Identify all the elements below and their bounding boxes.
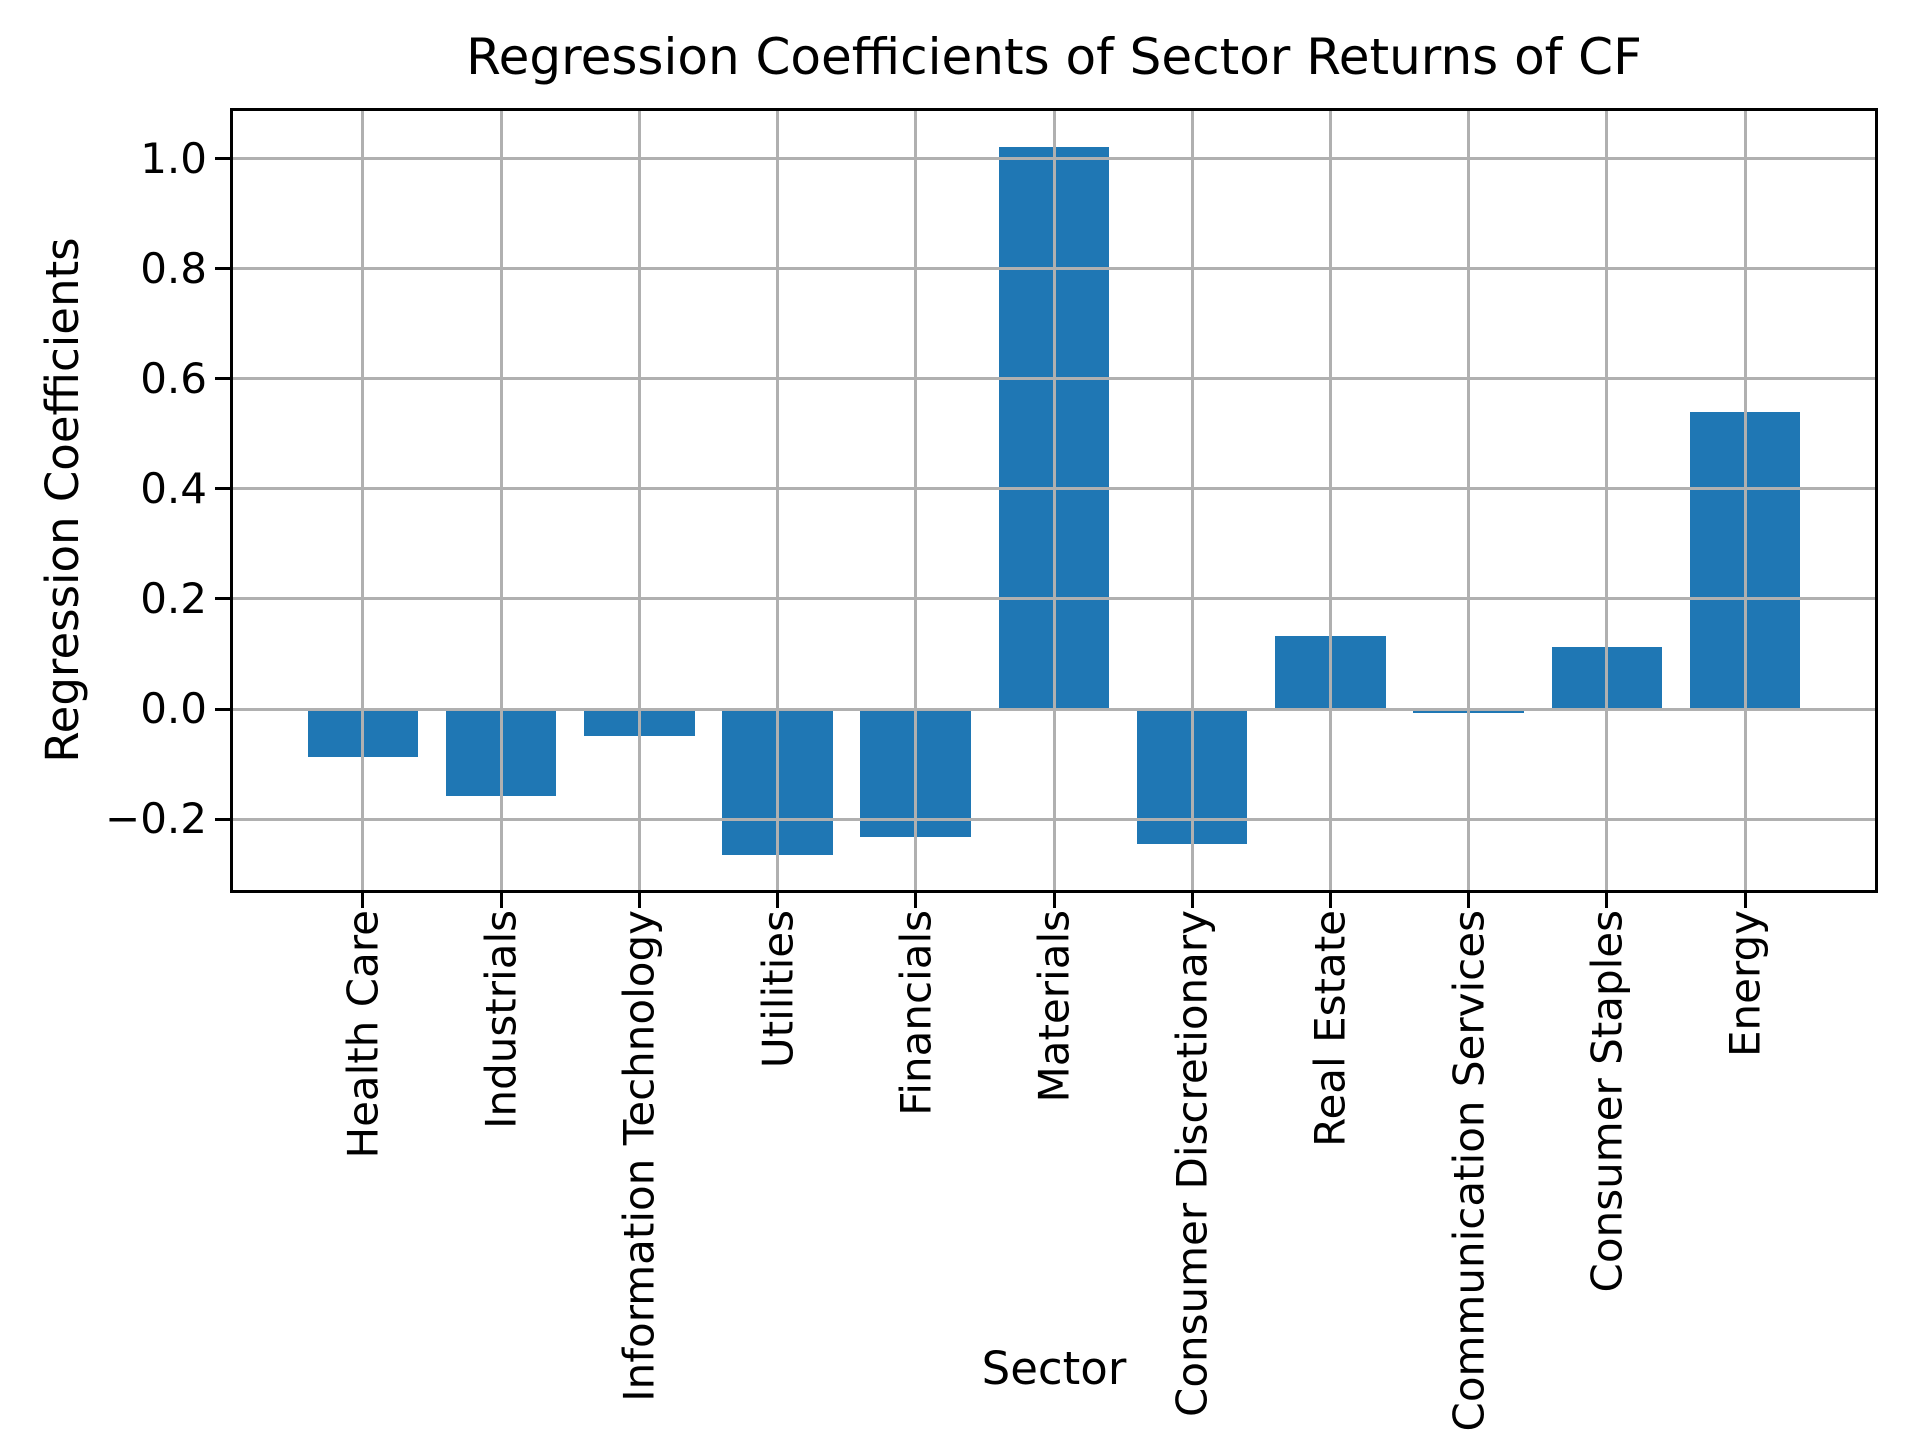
plot-area xyxy=(233,111,1875,890)
x-axis-label: Sector xyxy=(981,1342,1127,1395)
x-tick-label: Financials xyxy=(891,910,941,1116)
y-tick xyxy=(215,157,230,161)
y-tick xyxy=(215,487,230,491)
x-tick xyxy=(1190,893,1194,908)
x-tick xyxy=(1052,893,1056,908)
y-tick-label: −0.2 xyxy=(105,794,207,844)
x-tick xyxy=(1328,893,1332,908)
x-tick-label: Health Care xyxy=(338,910,388,1159)
v-gridline xyxy=(1190,111,1194,890)
y-tick xyxy=(215,707,230,711)
y-tick-label: 0.2 xyxy=(140,573,207,623)
y-tick xyxy=(215,817,230,821)
x-tick-label: Energy xyxy=(1720,910,1770,1058)
x-tick xyxy=(361,893,365,908)
x-tick-label: Industrials xyxy=(476,910,526,1129)
chart-title: Regression Coefficients of Sector Return… xyxy=(466,28,1642,86)
v-gridline xyxy=(499,111,503,890)
x-tick-label: Real Estate xyxy=(1305,910,1355,1147)
v-gridline xyxy=(361,111,365,890)
v-gridline xyxy=(637,111,641,890)
x-tick-label: Materials xyxy=(1029,910,1079,1103)
x-tick-label: Consumer Discretionary xyxy=(1167,910,1217,1417)
v-gridline xyxy=(1743,111,1747,890)
v-gridline xyxy=(1605,111,1609,890)
y-tick-label: 0.0 xyxy=(140,684,207,733)
x-tick xyxy=(499,893,503,908)
x-tick xyxy=(914,893,918,908)
x-tick-label: Information Technology xyxy=(614,910,664,1402)
x-tick xyxy=(776,893,780,908)
y-tick-label: 0.6 xyxy=(140,353,207,403)
v-gridline xyxy=(776,111,780,890)
y-tick-label: 0.4 xyxy=(140,463,207,513)
v-gridline xyxy=(1328,111,1332,890)
v-gridline xyxy=(914,111,918,890)
x-tick-label: Utilities xyxy=(753,910,803,1069)
y-tick xyxy=(215,267,230,271)
x-tick xyxy=(1467,893,1471,908)
y-tick xyxy=(215,597,230,601)
v-gridline xyxy=(1052,111,1056,890)
v-gridline xyxy=(1467,111,1471,890)
y-tick-label: 0.8 xyxy=(140,243,207,293)
grid-layer xyxy=(233,111,1875,890)
y-tick-label: 1.0 xyxy=(140,133,207,183)
x-tick-label: Consumer Staples xyxy=(1582,910,1632,1293)
x-tick xyxy=(1743,893,1747,908)
y-tick xyxy=(215,377,230,381)
x-tick xyxy=(1605,893,1609,908)
x-tick xyxy=(637,893,641,908)
